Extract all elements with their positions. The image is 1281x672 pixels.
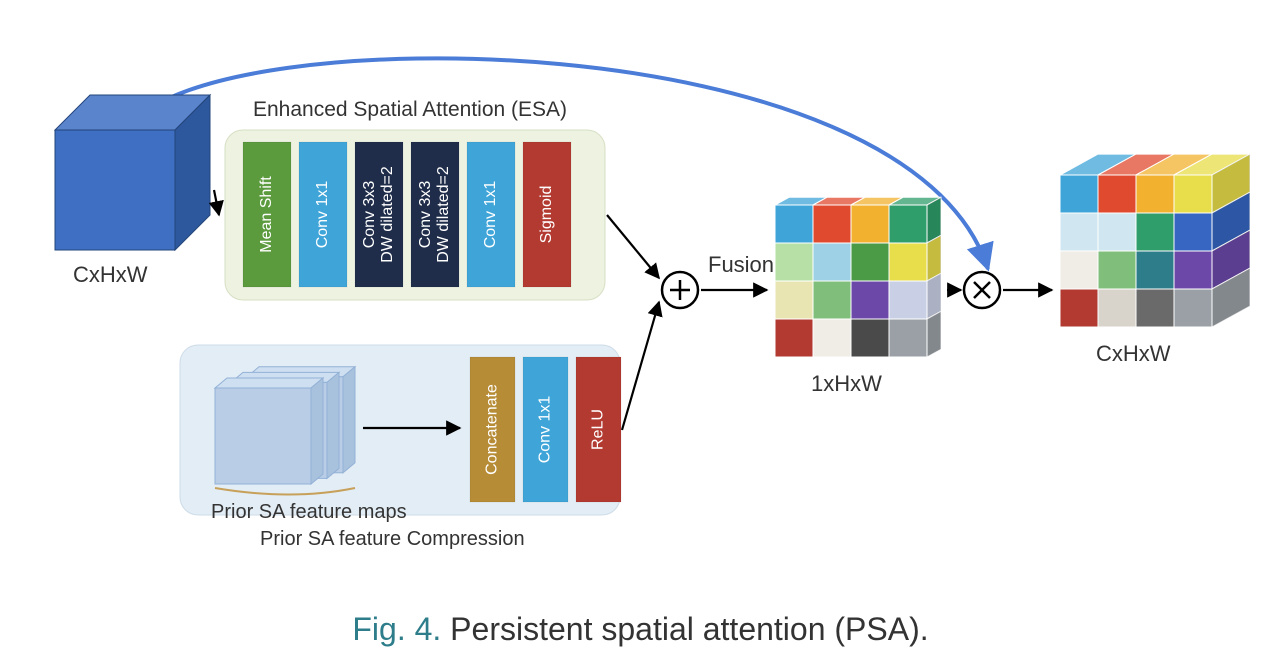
op-block: Sigmoid [523,142,571,287]
op-block: Concatenate [470,357,515,502]
svg-text:Conv 1x1: Conv 1x1 [314,181,331,249]
op-block: Conv 1x1 [299,142,347,287]
svg-text:ReLU: ReLU [590,409,607,450]
op-block: Conv 1x1 [523,357,568,502]
attention-map-1xhxw [775,197,941,357]
op-block: Conv 1x1 [467,142,515,287]
op-block: Conv 3x3DW dilated=2 [411,142,459,287]
svg-text:Concatenate: Concatenate [484,384,501,475]
svg-text:CxHxW: CxHxW [1096,341,1171,366]
svg-text:Prior SA feature Compression: Prior SA feature Compression [260,528,525,550]
prior-sa-maps [215,367,355,484]
output-cxhxw [1060,154,1250,327]
op-block: Mean Shift [243,142,291,287]
svg-text:Conv 1x1: Conv 1x1 [482,181,499,249]
svg-text:Fig. 4. Persistent spatial at: Fig. 4. Persistent spatial attention (PS… [352,611,928,647]
svg-text:Mean Shift: Mean Shift [258,176,275,253]
svg-text:Fusion: Fusion [708,252,774,277]
op-block: ReLU [576,357,621,502]
svg-text:CxHxW: CxHxW [73,262,148,287]
svg-text:Enhanced Spatial Attention (ES: Enhanced Spatial Attention (ESA) [253,98,567,121]
figure-caption: Fig. 4. Persistent spatial attention (PS… [352,611,928,647]
fusion-add [662,272,698,308]
svg-text:Sigmoid: Sigmoid [538,186,555,244]
svg-text:Prior SA feature maps: Prior SA feature maps [211,501,407,523]
op-block: Conv 3x3DW dilated=2 [355,142,403,287]
multiply-op [964,272,1000,308]
svg-text:Conv 1x1: Conv 1x1 [537,396,554,464]
svg-text:1xHxW: 1xHxW [811,371,882,396]
input-cube [55,95,210,250]
